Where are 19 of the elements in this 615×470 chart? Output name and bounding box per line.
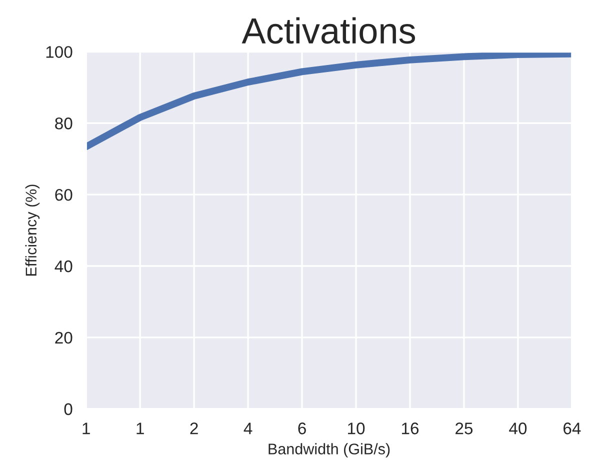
- x-tick-label: 64: [564, 422, 581, 434]
- x-tick-label: 1: [82, 422, 90, 434]
- y-tick-label: 80: [55, 118, 72, 130]
- y-tick-label: 20: [55, 332, 72, 344]
- y-tick-label: 0: [64, 403, 72, 416]
- y-tick-label: 100: [46, 46, 72, 58]
- x-tick-label: 2: [190, 422, 198, 434]
- y-tick-label: 40: [54, 260, 72, 272]
- x-axis-title: Bandwidth (GiB/s): [268, 443, 390, 458]
- x-tick-label: 40: [509, 422, 527, 434]
- x-tick-label: 16: [402, 422, 419, 434]
- x-tick-label: 6: [298, 422, 306, 434]
- chart-title: Activations: [242, 17, 416, 44]
- x-tick-label: 1: [136, 422, 144, 434]
- x-tick-label: 10: [348, 422, 365, 434]
- y-tick-label: 60: [55, 188, 72, 201]
- x-tick-label: 4: [244, 422, 252, 434]
- x-tick-label: 25: [456, 422, 473, 434]
- y-axis-title: Efficiency (%): [25, 184, 40, 276]
